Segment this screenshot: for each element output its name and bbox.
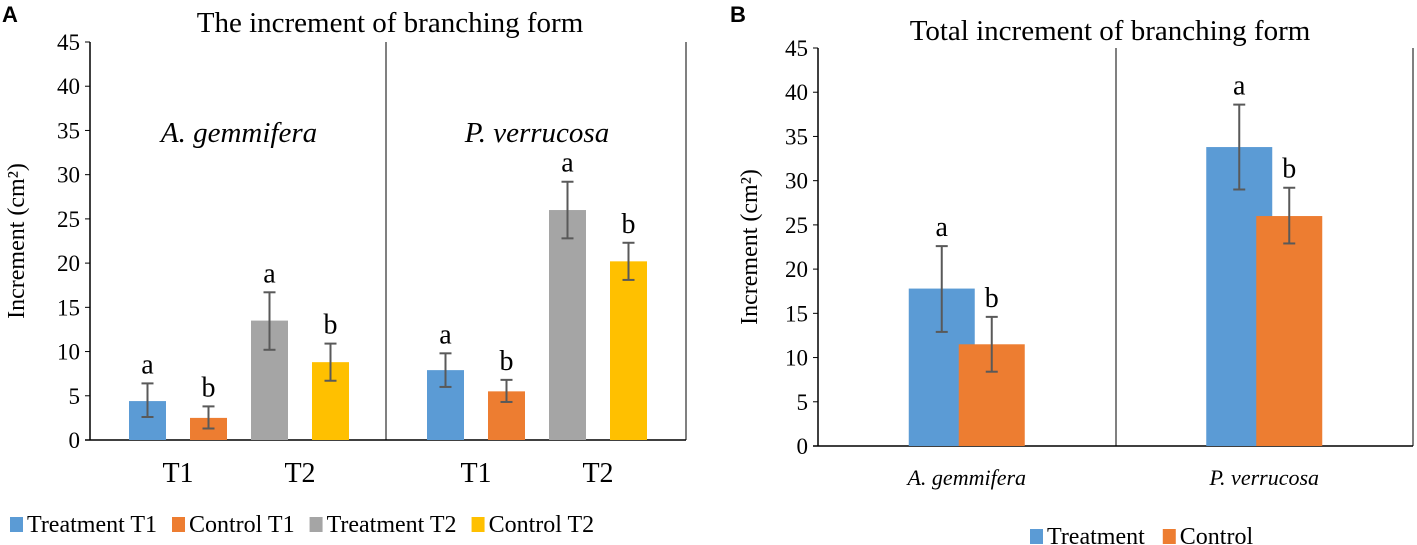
y-tick-label: 5	[69, 384, 81, 409]
significance-letter: a	[439, 319, 452, 350]
panel-label: A	[2, 2, 18, 27]
x-category-label: T1	[460, 458, 491, 489]
chart-title: The increment of branching form	[197, 7, 584, 39]
significance-letter: a	[936, 212, 949, 243]
significance-letter: b	[985, 283, 999, 314]
y-tick-label: 40	[785, 80, 808, 105]
bar	[1256, 216, 1323, 446]
y-axis-label: Increment (cm²)	[737, 169, 763, 325]
significance-letter: a	[1233, 71, 1246, 102]
panel-A: A The increment of branching form 0 5 10 15 20…	[2, 2, 687, 538]
y-tick-label: 25	[57, 207, 80, 232]
y-tick-label: 20	[57, 251, 80, 276]
significance-letter: a	[141, 349, 154, 380]
legend-label: Treatment T1	[27, 512, 157, 538]
significance-letter: a	[263, 258, 276, 289]
significance-letter: b	[202, 372, 216, 403]
y-tick-label: 10	[57, 340, 80, 365]
legend-swatch	[1162, 529, 1176, 544]
y-tick-label: 15	[785, 301, 808, 326]
legend-label: Treatment T2	[327, 512, 457, 538]
legend-swatch	[471, 517, 485, 532]
legend-swatch	[309, 517, 323, 532]
x-category-label: T2	[582, 458, 613, 489]
legend-label: Control T1	[189, 512, 295, 538]
legend-label: Treatment	[1047, 524, 1145, 545]
y-tick-label: 25	[785, 213, 808, 238]
group-label: A. gemmifera	[905, 465, 1026, 490]
y-tick-label: 15	[57, 295, 80, 320]
legend-label: Control	[1180, 524, 1254, 545]
y-tick-label: 30	[57, 163, 80, 188]
legend-label: Control T2	[489, 512, 595, 538]
group-label: P. verrucosa	[464, 117, 609, 149]
y-tick-label: 35	[57, 118, 80, 143]
y-tick-label: 45	[785, 36, 808, 61]
y-axis-label: Increment (cm²)	[4, 163, 30, 319]
legend-swatch	[1030, 529, 1043, 544]
significance-letter: b	[622, 209, 636, 240]
significance-letter: b	[324, 310, 338, 341]
panel-label: B	[730, 2, 746, 27]
y-tick-label: 0	[69, 428, 81, 453]
legend-swatch	[172, 517, 185, 532]
x-category-label: T1	[162, 458, 193, 489]
bar	[549, 210, 586, 440]
y-tick-label: 20	[785, 257, 808, 282]
y-tick-label: 30	[785, 169, 808, 194]
group-label: A. gemmifera	[159, 117, 317, 149]
panel-B: B Total increment of branching form 0 5 10 15…	[730, 2, 1414, 545]
y-tick-label: 45	[57, 30, 80, 55]
legend-swatch	[10, 517, 23, 532]
y-tick-label: 35	[785, 124, 808, 149]
significance-letter: a	[561, 148, 574, 179]
x-category-label: T2	[284, 458, 315, 489]
significance-letter: b	[500, 346, 514, 377]
significance-letter: b	[1282, 154, 1296, 185]
y-tick-label: 5	[797, 390, 809, 415]
chart-title: Total increment of branching form	[910, 15, 1311, 47]
y-tick-label: 0	[797, 434, 809, 459]
group-label: P. verrucosa	[1208, 465, 1319, 490]
bar	[610, 261, 647, 440]
y-tick-label: 10	[785, 346, 808, 371]
y-tick-label: 40	[57, 74, 80, 99]
